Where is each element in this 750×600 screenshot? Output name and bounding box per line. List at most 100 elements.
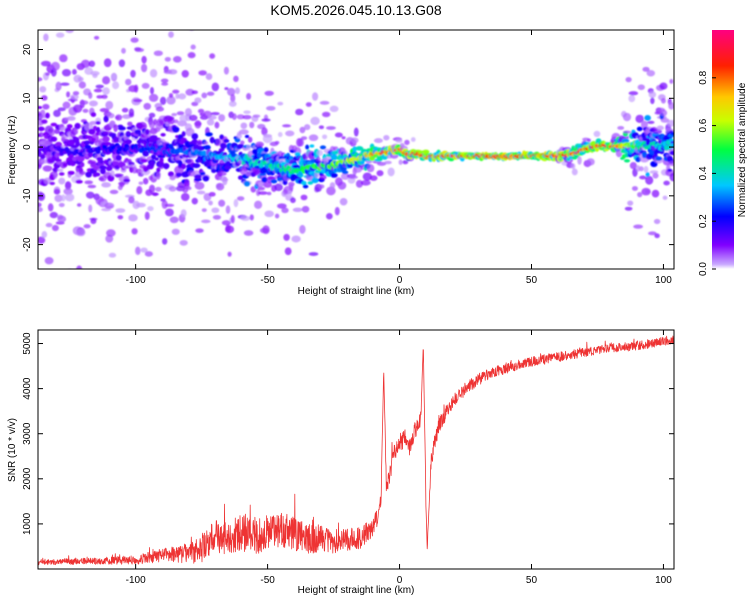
heatmap-cell: [115, 114, 123, 121]
heatmap-cell: [88, 60, 96, 68]
heatmap-cell: [156, 167, 161, 173]
heatmap-cell: [60, 0, 67, 4]
heatmap-cell: [376, 161, 387, 166]
heatmap-cell: [230, 215, 235, 224]
heatmap-cell: [55, 271, 62, 275]
heatmap-cell: [143, 102, 152, 110]
heatmap-cell: [261, 118, 271, 122]
heatmap-cell: [194, 97, 202, 104]
heatmap-cell: [263, 181, 272, 188]
heatmap-cell: [645, 172, 650, 177]
heatmap-cell: [142, 150, 149, 157]
heatmap-cell: [99, 165, 107, 170]
heatmap-cell: [301, 205, 310, 213]
heatmap-cell: [225, 205, 231, 214]
heatmap-cell: [191, 139, 199, 145]
heatmap-cell: [628, 91, 639, 96]
heatmap-cell: [71, 68, 77, 75]
heatmap-cell: [152, 192, 158, 197]
heatmap-cell: [252, 148, 258, 155]
heatmap-cell: [148, 93, 159, 102]
spectrogram-x-tick-label: 50: [526, 275, 538, 286]
heatmap-cell: [300, 136, 308, 141]
heatmap-cell: [155, 186, 162, 192]
heatmap-cell: [38, 132, 44, 138]
heatmap-cell: [240, 140, 245, 145]
heatmap-cell: [58, 172, 65, 176]
heatmap-cell: [290, 197, 296, 204]
heatmap-cell: [326, 186, 336, 196]
heatmap-cell: [194, 174, 202, 180]
heatmap-cell: [662, 195, 668, 200]
colorbar-tick-label: 0.2: [698, 214, 709, 228]
heatmap-cell: [383, 134, 390, 141]
heatmap-cell: [325, 213, 333, 220]
spectrogram-y-tick-label: 0: [22, 144, 33, 150]
heatmap-cell: [262, 225, 270, 235]
heatmap-cell: [126, 131, 131, 136]
heatmap-cell: [67, 170, 75, 175]
heatmap-cell: [169, 216, 179, 224]
heatmap-cell: [147, 206, 154, 212]
heatmap-cell: [92, 73, 98, 79]
heatmap-cell: [58, 202, 65, 208]
heatmap-cell: [646, 69, 656, 77]
heatmap-cell: [220, 142, 227, 150]
heatmap-cell: [80, 59, 91, 69]
heatmap-cell: [102, 87, 110, 95]
spectrogram-y-ticks: -20 -10 0 10 20: [22, 44, 674, 252]
heatmap-cell: [98, 280, 105, 285]
heatmap-cell: [140, 247, 148, 253]
heatmap-cell: [628, 94, 636, 103]
heatmap-cell: [123, 178, 131, 183]
heatmap-cell: [342, 170, 349, 175]
heatmap-cell: [169, 175, 176, 181]
heatmap-cell: [88, 92, 93, 99]
heatmap-cell: [669, 79, 674, 84]
heatmap-cell: [305, 144, 310, 150]
heatmap-cell: [295, 108, 304, 116]
heatmap-cell: [285, 130, 295, 137]
heatmap-cell: [236, 196, 245, 201]
heatmap-cell: [38, 126, 45, 132]
heatmap-cell: [138, 121, 147, 131]
heatmap-cell: [348, 175, 359, 179]
heatmap-cell: [135, 168, 143, 174]
heatmap-cell: [176, 111, 185, 116]
heatmap-cell: [184, 178, 190, 187]
heatmap-cell: [257, 191, 268, 195]
heatmap-cell: [175, 93, 180, 100]
heatmap-cell: [204, 144, 211, 151]
heatmap-cell: [240, 215, 251, 221]
heatmap-cell: [85, 191, 95, 199]
heatmap-cell: [187, 52, 196, 59]
heatmap-cell: [114, 165, 120, 170]
heatmap-cell: [101, 94, 108, 99]
heatmap-cell: [76, 155, 85, 162]
snr-y-tick-label: 2000: [22, 467, 33, 490]
heatmap-cell: [212, 214, 222, 220]
heatmap-cell: [88, 100, 98, 107]
heatmap-cell: [571, 168, 578, 176]
heatmap-cell: [44, 257, 54, 265]
heatmap-cell: [660, 118, 670, 123]
heatmap-cell: [210, 111, 220, 116]
heatmap-cell: [62, 162, 68, 168]
heatmap-cell: [130, 37, 139, 43]
heatmap-cell: [52, 167, 59, 172]
heatmap-cell: [148, 184, 156, 194]
heatmap-cell: [49, 128, 55, 136]
heatmap-cell: [181, 163, 186, 170]
heatmap-cell: [190, 44, 196, 50]
heatmap-cell: [627, 200, 634, 206]
heatmap-cell: [164, 56, 171, 62]
heatmap-cell: [80, 162, 85, 168]
heatmap-cell: [64, 181, 72, 191]
heatmap-cell: [171, 228, 180, 235]
heatmap-cell: [246, 92, 252, 100]
snr-y-tick-label: 5000: [22, 332, 33, 355]
heatmap-cell: [648, 91, 657, 98]
heatmap-cell: [93, 270, 100, 279]
heatmap-cell: [38, 77, 43, 82]
heatmap-cell: [50, 122, 58, 127]
